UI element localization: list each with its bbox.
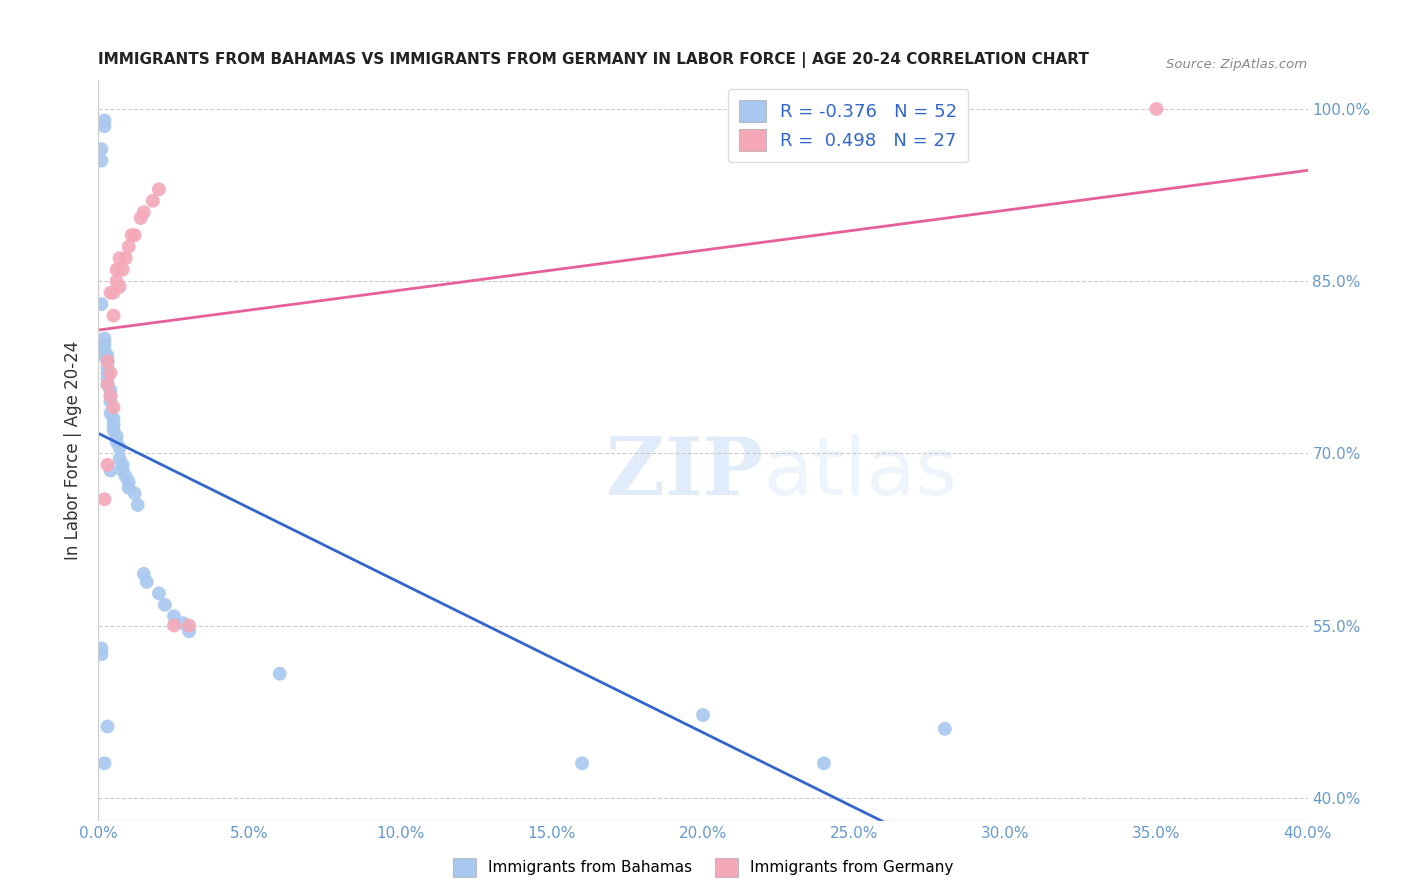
Point bbox=[127, 498, 149, 512]
Point bbox=[571, 756, 593, 771]
Point bbox=[108, 251, 131, 265]
Point bbox=[172, 616, 194, 631]
Text: ZIP: ZIP bbox=[606, 434, 763, 512]
Text: atlas: atlas bbox=[763, 434, 957, 512]
Point bbox=[93, 337, 115, 351]
Text: Source: ZipAtlas.com: Source: ZipAtlas.com bbox=[1167, 58, 1308, 71]
Point bbox=[103, 285, 125, 300]
Point bbox=[118, 240, 141, 254]
Text: IMMIGRANTS FROM BAHAMAS VS IMMIGRANTS FROM GERMANY IN LABOR FORCE | AGE 20-24 CO: IMMIGRANTS FROM BAHAMAS VS IMMIGRANTS FR… bbox=[98, 52, 1090, 68]
Point bbox=[132, 566, 155, 581]
Point bbox=[93, 756, 115, 771]
Y-axis label: In Labor Force | Age 20-24: In Labor Force | Age 20-24 bbox=[65, 341, 83, 560]
Point bbox=[96, 719, 118, 733]
Point bbox=[692, 708, 714, 723]
Point bbox=[96, 354, 118, 368]
Point bbox=[96, 372, 118, 386]
Point bbox=[93, 119, 115, 133]
Point bbox=[96, 349, 118, 363]
Point bbox=[135, 574, 157, 589]
Point bbox=[100, 285, 122, 300]
Point bbox=[90, 153, 112, 168]
Point bbox=[813, 756, 835, 771]
Point bbox=[111, 262, 134, 277]
Point bbox=[105, 274, 128, 288]
Point bbox=[105, 429, 128, 443]
Point bbox=[90, 142, 112, 156]
Point bbox=[105, 262, 128, 277]
Point bbox=[148, 182, 170, 196]
Point bbox=[90, 641, 112, 656]
Point bbox=[118, 475, 141, 489]
Point bbox=[163, 618, 186, 632]
Point bbox=[108, 280, 131, 294]
Point bbox=[142, 194, 165, 208]
Point bbox=[163, 609, 186, 624]
Point bbox=[121, 228, 143, 243]
Point bbox=[93, 113, 115, 128]
Point bbox=[108, 441, 131, 455]
Point bbox=[96, 377, 118, 392]
Point bbox=[1144, 102, 1167, 116]
Point bbox=[118, 481, 141, 495]
Point bbox=[129, 211, 152, 225]
Point bbox=[100, 389, 122, 403]
Point bbox=[100, 383, 122, 397]
Point bbox=[103, 417, 125, 432]
Point bbox=[100, 464, 122, 478]
Point bbox=[96, 354, 118, 368]
Point bbox=[90, 297, 112, 311]
Point bbox=[105, 434, 128, 449]
Point bbox=[100, 366, 122, 380]
Point bbox=[111, 464, 134, 478]
Point bbox=[111, 458, 134, 472]
Point bbox=[96, 458, 118, 472]
Legend: Immigrants from Bahamas, Immigrants from Germany: Immigrants from Bahamas, Immigrants from… bbox=[446, 850, 960, 884]
Point bbox=[103, 401, 125, 415]
Legend: R = -0.376   N = 52, R =  0.498   N = 27: R = -0.376 N = 52, R = 0.498 N = 27 bbox=[728, 89, 969, 162]
Point bbox=[96, 377, 118, 392]
Point bbox=[90, 647, 112, 661]
Point bbox=[96, 366, 118, 380]
Point bbox=[124, 486, 146, 500]
Point bbox=[103, 412, 125, 426]
Point bbox=[96, 360, 118, 375]
Point bbox=[148, 586, 170, 600]
Point bbox=[114, 469, 136, 483]
Point bbox=[93, 492, 115, 507]
Point bbox=[934, 722, 956, 736]
Point bbox=[100, 406, 122, 420]
Point bbox=[179, 618, 201, 632]
Point bbox=[96, 354, 118, 368]
Point bbox=[103, 309, 125, 323]
Point bbox=[93, 349, 115, 363]
Point bbox=[100, 389, 122, 403]
Point bbox=[114, 251, 136, 265]
Point bbox=[100, 394, 122, 409]
Point bbox=[269, 666, 291, 681]
Point bbox=[124, 228, 146, 243]
Point bbox=[132, 205, 155, 219]
Point bbox=[179, 624, 201, 639]
Point bbox=[93, 332, 115, 346]
Point bbox=[153, 598, 176, 612]
Point bbox=[103, 423, 125, 437]
Point bbox=[93, 343, 115, 357]
Point bbox=[108, 452, 131, 467]
